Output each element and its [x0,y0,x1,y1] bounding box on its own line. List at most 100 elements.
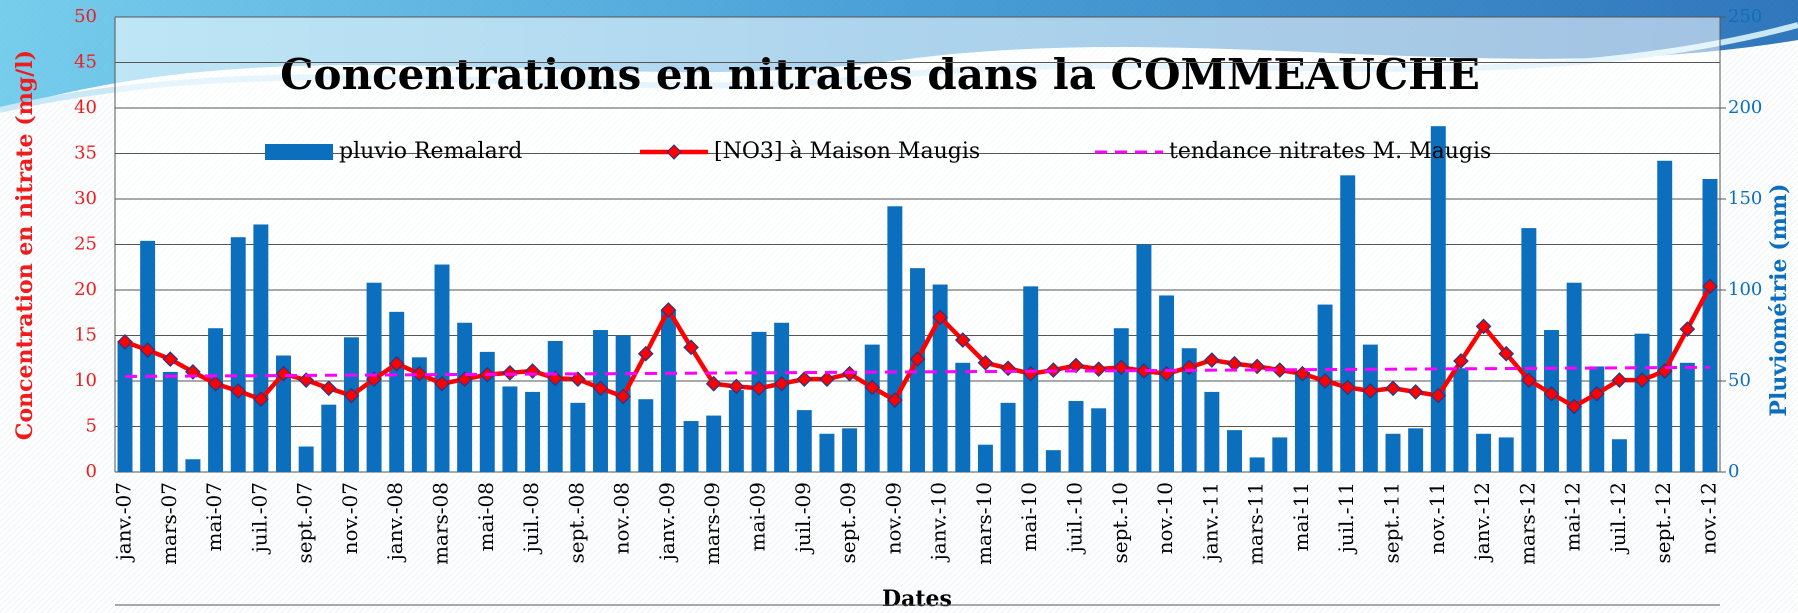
y2-tick-label: 50 [1728,370,1751,391]
bar [1295,372,1310,472]
bar [1476,434,1491,472]
bar [797,410,812,472]
x-tick-label: mai-10 [1017,482,1041,552]
bar [1046,450,1061,472]
x-tick-label: nov.-11 [1425,482,1449,554]
bar [1001,403,1016,472]
x-tick-label: nov.-12 [1697,482,1721,554]
x-tick-label: mars-09 [700,482,724,565]
chart-title: Concentrations en nitrates dans la COMME… [280,50,1480,99]
y-tick-label: 15 [74,325,97,346]
y2-tick-label: 100 [1728,279,1762,300]
bar [729,390,744,472]
bar [1635,334,1650,472]
bar [1589,366,1604,472]
bar [1204,392,1219,472]
bar [1114,328,1129,472]
y-tick-label: 25 [74,234,97,255]
bar [1657,161,1672,472]
y-axis-title: Concentration en nitrate (mg/l) [12,50,38,440]
y2-tick-label: 200 [1728,97,1762,118]
x-tick-label: janv.-07 [112,482,136,563]
bar [118,341,133,472]
bar [457,323,472,472]
x-tick-label: nov.-08 [610,482,634,554]
bar [344,337,359,472]
bar [1250,457,1265,472]
bar [570,403,585,472]
x-tick-label: mars-11 [1244,482,1268,565]
bar [752,332,767,472]
y2-tick-label: 0 [1728,461,1739,482]
legend-label: tendance nitrates M. Maugis [1169,139,1491,164]
bar [299,447,314,472]
bar [1453,368,1468,472]
bar [865,345,880,472]
x-tick-label: mai-12 [1561,482,1585,552]
legend-label: [NO3] à Maison Maugis [714,139,980,164]
bar [661,310,676,472]
bar [1567,283,1582,472]
x-tick-label: juil.-12 [1606,482,1630,554]
y2-tick-label: 150 [1728,188,1762,209]
bar [1272,437,1287,472]
bar [1612,439,1627,472]
x-tick-label: mai-07 [202,482,226,552]
x-tick-label: janv.-12 [1470,482,1494,563]
x-tick-label: juil.-08 [519,482,543,554]
bar [706,416,721,472]
x-tick-label: sept.-09 [836,482,860,564]
x-tick-label: sept.-08 [564,482,588,564]
bar [1091,408,1106,472]
x-tick-label: juil.-07 [247,482,271,554]
y-tick-label: 0 [86,461,97,482]
x-tick-label: janv.-10 [927,482,951,563]
bar [502,386,517,472]
y-tick-label: 5 [86,416,97,437]
bar [548,341,563,472]
bar [435,265,450,472]
x-tick-label: nov.-09 [881,482,905,554]
bar [1703,179,1718,472]
bar [978,445,993,472]
x-tick-label: mars-07 [157,482,181,565]
x-tick-label: janv.-08 [383,482,407,563]
bar [819,434,834,472]
bar [1159,295,1174,472]
x-tick-label: mai-08 [474,482,498,552]
x-tick-label: mai-09 [746,482,770,552]
y-tick-label: 50 [74,6,97,27]
x-axis-title: Dates [882,586,952,612]
y-tick-label: 45 [74,52,97,73]
y2-axis-title: Pluviométrie (mm) [1766,183,1792,416]
y-tick-label: 35 [74,143,97,164]
bar [593,330,608,472]
bar [1431,126,1446,472]
bar [1069,401,1084,472]
bar [774,323,789,472]
chart: Concentrations en nitrates dans la COMME… [0,0,1798,613]
bar [887,206,902,472]
bar [231,237,246,472]
bar [955,363,970,472]
x-tick-label: janv.-11 [1198,482,1222,563]
x-tick-label: sept.-10 [1108,482,1132,564]
x-tick-label: nov.-07 [338,482,362,554]
x-tick-label: mars-12 [1515,482,1539,565]
bar [163,372,178,472]
x-tick-label: juil.-09 [791,482,815,554]
bar [1136,245,1151,473]
bar [684,421,699,472]
bar [253,224,268,472]
bar [1227,430,1242,472]
bar [321,405,336,472]
legend-label: pluvio Remalard [339,139,522,164]
bar [208,328,223,472]
x-tick-label: sept.-12 [1651,482,1675,564]
bar [1386,434,1401,472]
x-tick-label: sept.-11 [1380,482,1404,564]
x-tick-label: mars-10 [972,482,996,565]
bar [638,399,653,472]
bar [1340,175,1355,472]
x-tick-label: janv.-09 [655,482,679,563]
